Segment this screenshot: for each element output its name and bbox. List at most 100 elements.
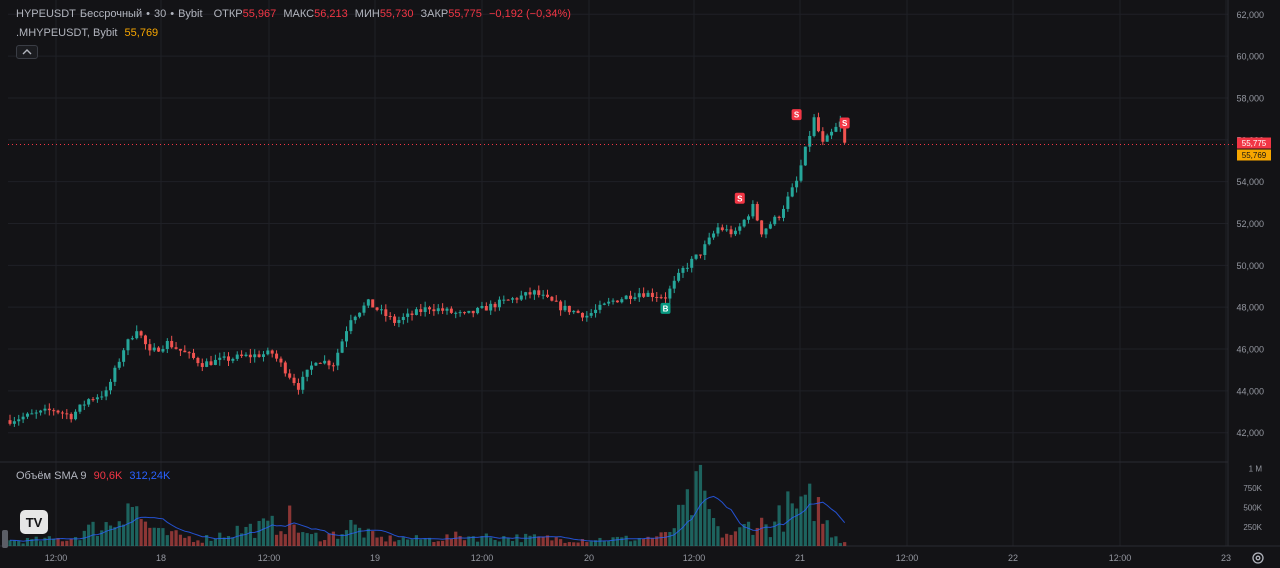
volume-bar <box>379 536 384 546</box>
volume-bar <box>331 531 335 546</box>
candle <box>515 296 519 304</box>
price-axis[interactable]: 42,000 44,000 46,000 48,000 50,000 52,000 54,0… <box>1236 10 1264 438</box>
volume-bar <box>353 524 357 546</box>
volume-bar <box>628 541 633 546</box>
volume-bar <box>781 531 786 546</box>
price-tick-label: 58,000 <box>1236 93 1264 103</box>
volume-bar <box>406 539 410 546</box>
candle <box>104 386 108 401</box>
volume-bar <box>231 537 235 546</box>
volume-bar <box>602 541 606 546</box>
candle <box>620 297 624 304</box>
volume-bar <box>392 541 397 546</box>
candle <box>615 300 619 303</box>
price-tick-label: 62,000 <box>1236 10 1264 20</box>
volume-bar <box>655 536 659 546</box>
candle <box>344 326 348 348</box>
open-label: ОТКР <box>213 8 243 20</box>
volume-bar <box>532 534 536 546</box>
candle <box>489 300 493 315</box>
volume-sma-line <box>9 495 846 542</box>
volume-bar <box>384 541 388 546</box>
candle <box>773 215 777 226</box>
volume-bar <box>585 542 589 546</box>
candle <box>830 128 834 140</box>
volume-bar <box>576 542 580 546</box>
candle <box>532 289 536 300</box>
volume-bar <box>711 517 716 546</box>
scroll-handle[interactable] <box>2 530 8 548</box>
candle <box>393 314 397 326</box>
candle <box>213 354 217 366</box>
candle <box>703 240 707 261</box>
volume-bar <box>445 534 449 546</box>
volume-bar <box>366 528 370 546</box>
candle <box>130 335 134 341</box>
symbol-legend[interactable]: HYPEUSDT Бессрочный • 30 • Bybit ОТКР55,967 М… <box>16 8 571 20</box>
candle <box>637 287 641 302</box>
volume-bar <box>677 504 681 546</box>
time-axis[interactable]: 12:00 18 12:00 19 12:00 20 12:00 21 12:00 22 12:00… <box>45 553 1231 563</box>
volume-bar <box>825 520 829 546</box>
gear-icon[interactable] <box>1251 551 1265 565</box>
candle <box>497 296 501 311</box>
volume-bar <box>733 531 738 546</box>
volume-bar <box>633 540 637 546</box>
candle <box>646 290 650 298</box>
candle <box>655 291 659 302</box>
candle <box>781 205 785 222</box>
candle <box>205 358 209 368</box>
volume-legend[interactable]: Объём SMA 9 90,6K 312,24K <box>16 469 174 483</box>
volume-bar <box>694 471 698 546</box>
volume-bar <box>244 526 248 546</box>
volume-bar <box>799 496 803 546</box>
volume-bar <box>475 541 480 546</box>
mark-price-value: 55,769 <box>124 27 159 39</box>
volume-bar <box>25 537 30 546</box>
candle <box>790 183 794 198</box>
open-value: 55,967 <box>242 8 277 20</box>
volume-bar <box>301 532 305 546</box>
tradingview-logo[interactable]: TV <box>20 510 48 534</box>
candle <box>441 303 445 315</box>
candle <box>768 221 772 230</box>
volume-axis: 250K 500K 750K 1 M <box>1243 465 1262 533</box>
volume-bar <box>449 538 453 546</box>
candle <box>755 201 759 222</box>
candle <box>240 350 244 358</box>
volume-bar <box>8 540 12 546</box>
candle <box>388 312 392 320</box>
volume-bar <box>572 542 576 546</box>
volume-bar <box>471 536 475 546</box>
candle <box>808 130 812 152</box>
mark-price-legend[interactable]: .MHYPEUSDT, Bybit 55,769 <box>16 26 162 40</box>
volume-bar <box>17 541 21 546</box>
candle <box>502 295 506 304</box>
volume-bar <box>148 527 152 546</box>
candle <box>524 291 528 300</box>
candle <box>738 223 742 235</box>
candle <box>231 357 235 364</box>
candle <box>484 302 488 311</box>
candle <box>594 304 598 318</box>
collapse-legend-button[interactable] <box>16 45 38 59</box>
volume-bar <box>257 520 261 546</box>
volume-bar <box>209 540 213 546</box>
volume-bar <box>672 528 676 546</box>
candle <box>30 409 34 415</box>
candle <box>589 308 593 319</box>
candle <box>423 301 427 317</box>
time-tick-label: 23 <box>1221 553 1231 563</box>
volume-bar <box>401 537 405 546</box>
volume-bar <box>620 537 624 546</box>
volume-bar <box>843 542 847 546</box>
candle <box>82 400 86 411</box>
volume-bar <box>663 532 668 546</box>
candle <box>139 330 143 339</box>
volume-bar <box>502 536 506 546</box>
candle <box>795 176 799 193</box>
candle <box>825 133 829 142</box>
volume-bar <box>240 533 244 546</box>
volume-bar <box>725 533 729 546</box>
